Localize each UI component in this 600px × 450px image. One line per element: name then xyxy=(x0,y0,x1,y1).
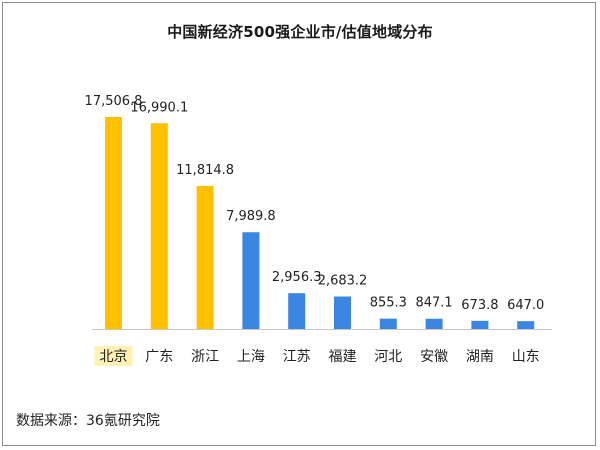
category-label: 福建 xyxy=(329,349,357,365)
data-label: 855.3 xyxy=(370,296,407,311)
bar xyxy=(105,117,122,329)
category-label: 山东 xyxy=(512,349,540,365)
bar xyxy=(242,232,260,329)
bar xyxy=(425,318,443,329)
data-label: 11,814.8 xyxy=(176,163,234,178)
data-label: 16,990.1 xyxy=(130,100,188,115)
data-label: 847.1 xyxy=(415,296,452,311)
category-label: 广东 xyxy=(145,349,173,365)
category-label: 河北 xyxy=(374,349,402,365)
chart-title: 中国新经济500强企业市/估值地域分布 xyxy=(167,23,433,41)
data-label: 17,506.8 xyxy=(85,94,143,109)
source-note: 数据来源：36氪研究院 xyxy=(16,413,160,429)
category-label: 安徽 xyxy=(420,349,448,365)
data-label: 673.8 xyxy=(461,298,498,313)
bar xyxy=(150,123,168,329)
bar xyxy=(288,293,306,329)
bar xyxy=(517,321,535,329)
category-label: 湖南 xyxy=(466,349,494,365)
data-label: 647.0 xyxy=(507,298,544,313)
category-label: 上海 xyxy=(237,349,265,365)
data-label: 7,989.8 xyxy=(226,209,276,224)
category-label: 浙江 xyxy=(191,349,219,365)
bar xyxy=(471,320,489,329)
data-label: 2,956.3 xyxy=(272,270,322,285)
category-label: 江苏 xyxy=(283,349,311,365)
chart-frame xyxy=(2,2,596,446)
bar xyxy=(196,185,214,329)
data-label: 2,683.2 xyxy=(318,274,368,289)
category-label: 北京 xyxy=(100,349,128,365)
category-highlight xyxy=(94,346,133,366)
bar xyxy=(334,296,351,329)
bar xyxy=(379,318,397,329)
